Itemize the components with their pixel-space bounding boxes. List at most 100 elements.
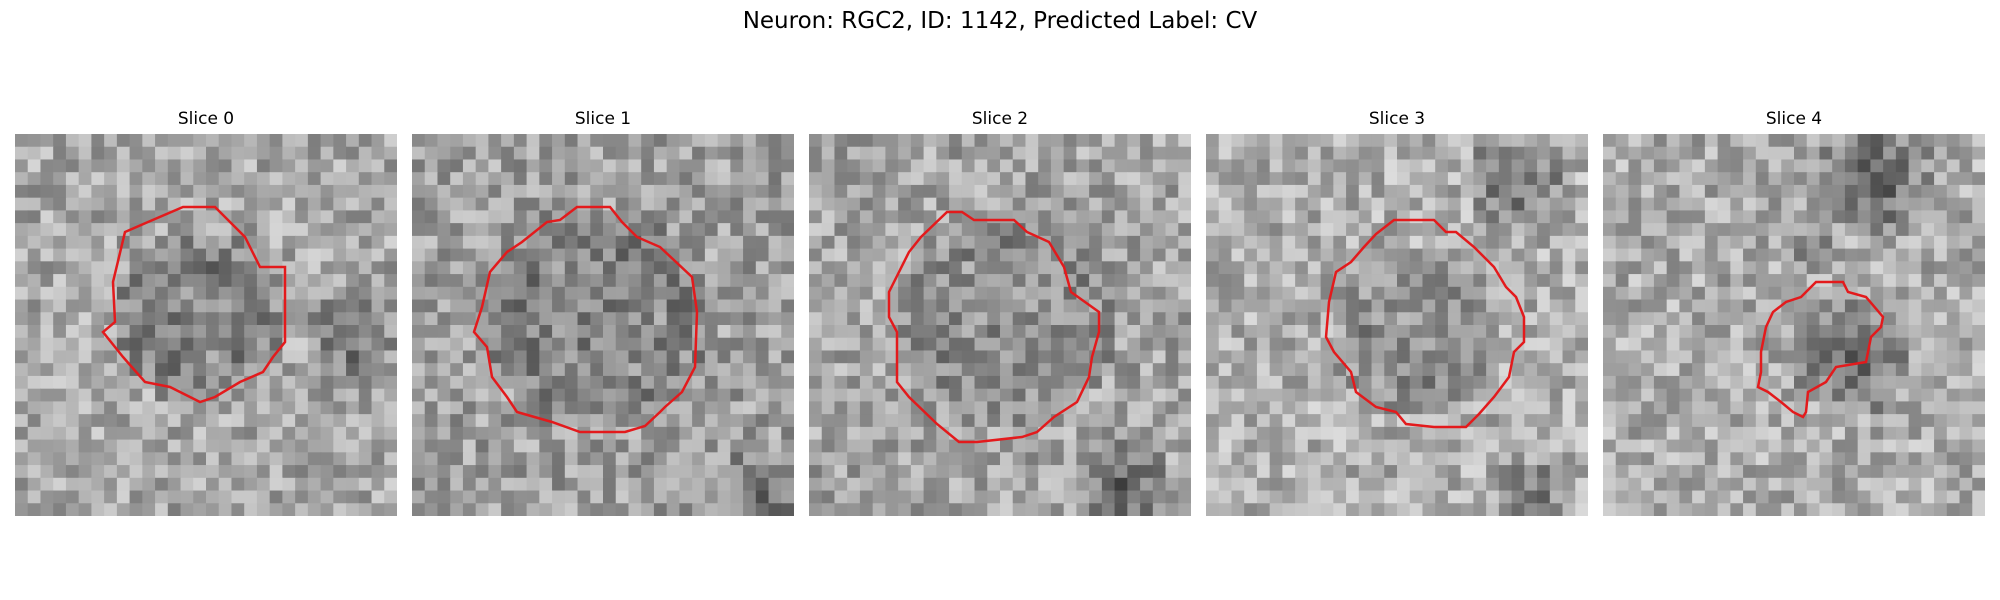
pixel-cell (653, 439, 668, 453)
pixel-cell (1038, 490, 1052, 504)
pixel-cell (78, 388, 92, 402)
pixel-cell (821, 401, 836, 415)
pixel-cell (692, 134, 706, 148)
pixel-cell (1140, 172, 1154, 186)
pixel-cell (218, 503, 233, 516)
pixel-cell (53, 312, 67, 326)
pixel-cell (1269, 350, 1283, 364)
pixel-cell (1704, 325, 1719, 339)
pixel-cell (40, 274, 54, 288)
pixel-cell (1447, 375, 1462, 390)
pixel-cell (666, 172, 680, 186)
pixel-cell (1806, 452, 1821, 466)
pixel-cell (488, 146, 502, 161)
pixel-cell (898, 363, 912, 377)
pixel-cell (307, 223, 322, 237)
pixel-cell (1178, 490, 1191, 504)
pixel-cell (1422, 274, 1436, 288)
pixel-cell (1178, 477, 1191, 492)
pixel-cell (513, 388, 528, 402)
pixel-cell (1972, 452, 1985, 466)
pixel-cell (1460, 401, 1474, 415)
pixel-cell (1447, 414, 1462, 428)
pixel-cell (923, 159, 937, 173)
pixel-cell (501, 159, 515, 173)
pixel-cell (193, 439, 207, 453)
pixel-cell (1511, 363, 1525, 377)
pixel-cell (1498, 439, 1513, 453)
pixel-cell (1447, 337, 1462, 352)
pixel-cell (590, 350, 604, 364)
pixel-cell (1333, 146, 1347, 161)
pixel-cell (898, 274, 912, 288)
pixel-cell (1063, 465, 1077, 479)
pixel-cell (1549, 210, 1564, 224)
pixel-cell (513, 184, 528, 199)
pixel-cell (526, 503, 540, 516)
pixel-cell (1114, 375, 1128, 390)
pixel-cell (1140, 452, 1154, 466)
pixel-cell (910, 312, 925, 326)
pixel-cell (859, 146, 874, 161)
pixel-cell (821, 159, 836, 173)
pixel-cell (987, 439, 1001, 453)
pixel-cell (590, 261, 604, 275)
pixel-cell (1959, 325, 1973, 339)
pixel-cell (1537, 490, 1551, 504)
pixel-cell (193, 350, 207, 364)
pixel-cell (282, 197, 296, 211)
pixel-cell (412, 401, 426, 415)
pixel-cell (834, 414, 848, 428)
pixel-cell (1114, 210, 1128, 224)
pixel-cell (1615, 452, 1630, 466)
pixel-cell (704, 375, 719, 390)
pixel-cell (1679, 426, 1693, 441)
pixel-cell (615, 401, 630, 415)
pixel-cell (1307, 172, 1322, 186)
pixel-cell (1921, 350, 1935, 364)
pixel-cell (1473, 248, 1487, 262)
slice-1-contour (472, 205, 699, 434)
pixel-cell (743, 401, 757, 415)
pixel-cell (1114, 235, 1128, 250)
pixel-cell (1371, 197, 1385, 211)
pixel-cell (1641, 375, 1655, 390)
pixel-cell (358, 363, 373, 377)
pixel-cell (1256, 490, 1271, 504)
pixel-cell (65, 503, 80, 516)
pixel-cell (1844, 134, 1859, 148)
pixel-cell (424, 286, 439, 301)
pixel-cell (256, 286, 271, 301)
pixel-cell (142, 465, 156, 479)
pixel-cell (1972, 414, 1985, 428)
pixel-cell (244, 388, 258, 402)
pixel-cell (590, 490, 604, 504)
pixel-cell (834, 452, 848, 466)
pixel-cell (358, 210, 373, 224)
pixel-cell (53, 363, 67, 377)
pixel-cell (1050, 439, 1065, 453)
pixel-cell (244, 363, 258, 377)
pixel-cell (282, 248, 296, 262)
pixel-cell (552, 184, 566, 199)
pixel-cell (1921, 439, 1935, 453)
pixel-cell (269, 426, 283, 441)
pixel-cell (1511, 184, 1525, 199)
pixel-cell (218, 159, 233, 173)
pixel-cell (1422, 312, 1436, 326)
pixel-cell (872, 184, 886, 199)
pixel-cell (679, 439, 693, 453)
pixel-cell (1231, 401, 1245, 415)
pixel-cell (1562, 477, 1576, 492)
pixel-cell (1883, 248, 1897, 262)
pixel-cell (923, 312, 937, 326)
pixel-cell (603, 465, 617, 479)
pixel-cell (282, 134, 296, 148)
pixel-cell (358, 325, 373, 339)
pixel-cell (371, 286, 385, 301)
pixel-cell (628, 465, 642, 479)
pixel-cell (1076, 465, 1090, 479)
pixel-cell (91, 503, 105, 516)
pixel-cell (218, 350, 233, 364)
pixel-cell (1511, 490, 1525, 504)
